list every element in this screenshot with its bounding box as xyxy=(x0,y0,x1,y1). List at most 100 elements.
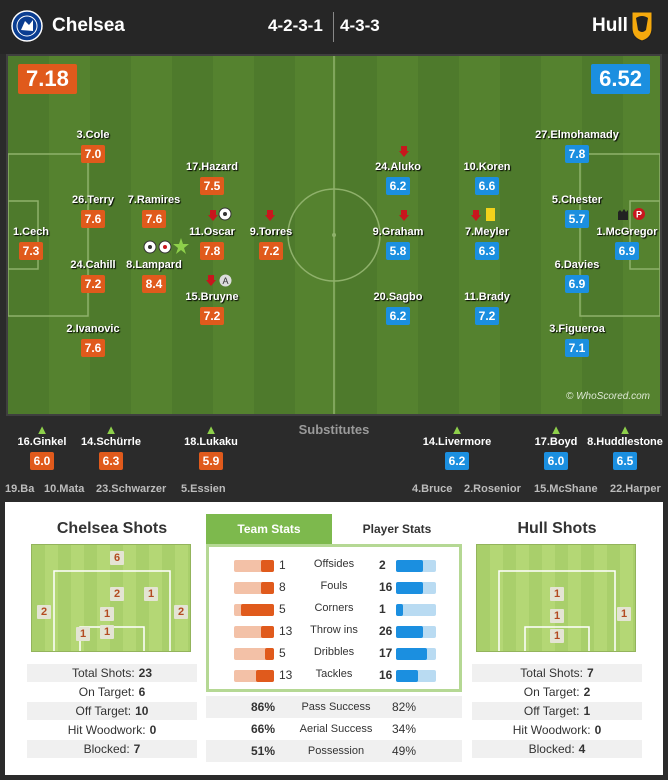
bench-player[interactable]: 4.Bruce xyxy=(412,483,453,495)
sub-schurrle[interactable]: ▲ 14.Schürrle 6.3 xyxy=(66,423,156,470)
home-team-name: Chelsea xyxy=(52,15,125,36)
shot-map-lines xyxy=(498,570,616,651)
bench-player[interactable]: 19.Ba xyxy=(5,483,35,495)
away-bar xyxy=(396,582,436,594)
away-shots-title: Hull Shots xyxy=(517,520,597,537)
player-cole[interactable]: 3.Cole 7.0 xyxy=(76,129,110,163)
substitutes-title: Substitutes xyxy=(298,422,370,437)
player-figueroa[interactable]: 3.Figueroa 7.1 xyxy=(549,323,605,357)
player-bruyne[interactable]: 15.Bruyne 7.2 xyxy=(185,291,239,325)
stat-row: 13 Tackles 16 xyxy=(209,665,459,687)
player-ramires[interactable]: 7.Ramires 7.6 xyxy=(127,194,181,228)
away-bar xyxy=(396,670,436,682)
home-bar xyxy=(234,560,274,572)
away-shots-map: 1 1 1 1 xyxy=(476,544,636,652)
pitch: 7.18 6.52 1.Cech 7.3 3.Cole 7.0 26.Terry… xyxy=(6,54,662,416)
away-bar-fill xyxy=(396,670,418,682)
player-mcgregor[interactable]: 1.McGregor 6.9 xyxy=(596,226,658,260)
sub-off-arrow-icon xyxy=(265,210,275,221)
bench-player[interactable]: 23.Schwarzer xyxy=(96,483,167,495)
sub-huddlestone[interactable]: ▲ 8.Huddlestone 6.5 xyxy=(580,422,668,470)
shot-zone: 1 xyxy=(100,625,114,639)
sub-off-arrow-icon xyxy=(208,210,218,221)
bench-player[interactable]: 22.Harper xyxy=(610,483,661,495)
shot-zone: 1 xyxy=(550,587,564,601)
bench-player[interactable]: 5.Essien xyxy=(181,483,226,495)
home-on-target: On Target: 6 xyxy=(78,685,146,699)
player-meyler[interactable]: 7.Meyler 6.3 xyxy=(464,226,510,260)
player-terry[interactable]: 26.Terry 7.6 xyxy=(72,194,114,228)
sub-off-arrow-icon xyxy=(471,210,481,221)
man-of-match-star-icon xyxy=(173,238,189,254)
shot-zone: 1 xyxy=(76,627,90,641)
shot-zone: 2 xyxy=(37,605,51,619)
sub-on-arrow-icon: ▲ xyxy=(549,422,563,437)
shot-zone: 6 xyxy=(110,551,124,565)
sub-lukaku[interactable]: ▲ 18.Lukaku 5.9 xyxy=(166,422,256,470)
player-ivanovic[interactable]: 2.Ivanovic 7.6 xyxy=(66,323,120,357)
possession-row: 51% Possession 49% xyxy=(206,740,462,762)
sub-off-arrow-icon xyxy=(206,275,216,286)
away-shot-stats: Total Shots: 7 On Target: 2 Off Target: 1 H… xyxy=(472,664,642,759)
stat-row: 1 Offsides 2 xyxy=(209,555,459,577)
away-team-name: Hull xyxy=(592,15,628,36)
player-brady[interactable]: 11.Brady 7.2 xyxy=(464,291,510,325)
home-bar xyxy=(234,648,274,660)
player-davies[interactable]: 6.Davies 6.9 xyxy=(554,259,600,293)
player-hazard[interactable]: 17.Hazard 7.5 xyxy=(186,161,238,195)
home-blocked: Blocked: 7 xyxy=(27,740,197,758)
bench-player[interactable]: 15.McShane xyxy=(534,483,598,495)
sub-livermore[interactable]: ▲ 14.Livermore 6.2 xyxy=(412,423,502,470)
away-bar xyxy=(396,560,436,572)
home-bar xyxy=(234,670,274,682)
stat-row: 8 Fouls 16 xyxy=(209,577,459,599)
ball-icon xyxy=(158,240,172,254)
svg-text:A: A xyxy=(222,276,228,286)
sub-on-arrow-icon: ▲ xyxy=(618,422,632,437)
home-bar xyxy=(234,582,274,594)
player-torres[interactable]: 9.Torres 7.2 xyxy=(249,226,293,260)
watermark: © WhoScored.com xyxy=(565,391,650,402)
stat-row: 5 Corners 1 xyxy=(209,599,459,621)
shot-zone: 2 xyxy=(110,587,124,601)
away-bar xyxy=(396,604,436,616)
hull-crest-icon xyxy=(631,11,653,42)
away-off-target: Off Target: 1 xyxy=(472,702,642,720)
away-on-target: On Target: 2 xyxy=(523,685,591,699)
shot-zone: 1 xyxy=(144,587,158,601)
bench-player[interactable]: 2.Rosenior xyxy=(464,483,521,495)
shot-zone: 2 xyxy=(174,605,188,619)
home-team-rating: 7.18 xyxy=(18,64,77,94)
tab-player-stats[interactable]: Player Stats xyxy=(362,522,432,536)
bench-player[interactable]: 10.Mata xyxy=(44,483,85,495)
player-graham[interactable]: 9.Graham 5.8 xyxy=(372,226,424,260)
player-koren[interactable]: 10.Koren 6.6 xyxy=(463,161,511,195)
sub-on-arrow-icon: ▲ xyxy=(204,422,218,437)
away-bar xyxy=(396,648,436,660)
player-sagbo[interactable]: 20.Sagbo 6.2 xyxy=(373,291,423,325)
ball-icon xyxy=(143,240,157,254)
stat-row: 5 Dribbles 17 xyxy=(209,643,459,665)
home-total-shots: Total Shots: 23 xyxy=(27,664,197,682)
away-hit-woodwork: Hit Woodwork: 0 xyxy=(512,723,602,737)
sub-on-arrow-icon: ▲ xyxy=(35,422,49,437)
stats-panel: Chelsea Shots 6 2 2 2 1 1 1 1 Total Shot… xyxy=(5,502,663,775)
player-cech[interactable]: 1.Cech 7.3 xyxy=(12,226,50,260)
away-bar-fill xyxy=(396,626,423,638)
tab-team-stats[interactable]: Team Stats xyxy=(206,514,332,544)
player-elmohamady[interactable]: 27.Elmohamady 7.8 xyxy=(535,129,619,163)
home-bar-fill xyxy=(264,648,274,660)
match-header: Chelsea 4-2-3-1 4-3-3 Hull xyxy=(0,0,668,54)
sub-boyd[interactable]: ▲ 17.Boyd 6.0 xyxy=(511,422,601,470)
sub-ginkel[interactable]: ▲ 16.Ginkel 6.0 xyxy=(0,422,87,470)
player-lampard[interactable]: 8.Lampard 8.4 xyxy=(126,259,182,293)
away-bar-fill xyxy=(396,582,423,594)
player-cahill[interactable]: 24.Cahill 7.2 xyxy=(70,259,116,293)
player-aluko[interactable]: 24.Aluko 6.2 xyxy=(375,161,421,195)
shot-zone: 1 xyxy=(617,607,631,621)
player-chester[interactable]: 5.Chester 5.7 xyxy=(551,194,603,228)
away-formation: 4-3-3 xyxy=(340,16,380,35)
home-bar-fill xyxy=(240,604,274,616)
home-bar xyxy=(234,626,274,638)
player-oscar[interactable]: 11.Oscar 7.8 xyxy=(189,226,235,260)
